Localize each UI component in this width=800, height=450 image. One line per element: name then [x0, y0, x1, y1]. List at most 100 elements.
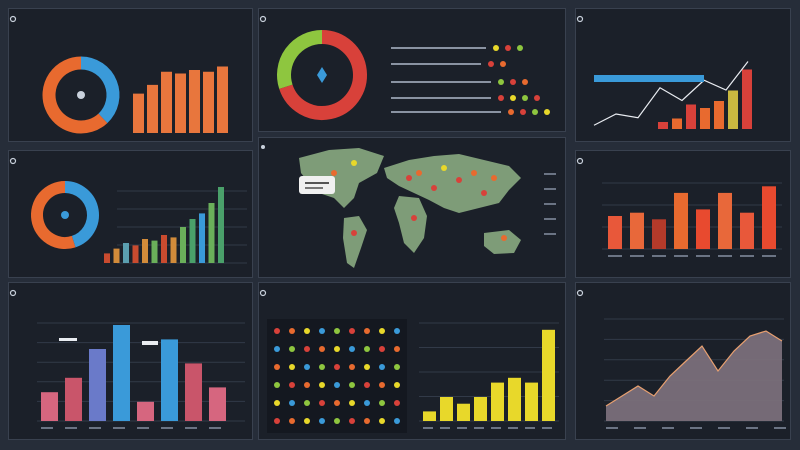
- chart-p1: [42, 56, 228, 134]
- icon-grid-item: [349, 328, 355, 334]
- tick-label: [209, 427, 221, 429]
- panel-bar-orange: [575, 150, 791, 278]
- icon-grid-item: [289, 382, 295, 388]
- gear-icon[interactable]: [576, 15, 584, 23]
- tick-label: [652, 255, 666, 257]
- tick-label: [525, 427, 535, 429]
- panel-world-map: [258, 137, 566, 278]
- icon-grid-item: [289, 328, 295, 334]
- tick-label: [762, 255, 776, 257]
- bar: [104, 253, 110, 263]
- bar: [203, 71, 214, 133]
- icon-grid-item: [319, 418, 325, 424]
- bar: [686, 104, 696, 129]
- gear-icon[interactable]: [576, 157, 584, 165]
- gear-icon[interactable]: [9, 157, 17, 165]
- icon-grid-item: [289, 346, 295, 352]
- tick-label: [718, 255, 732, 257]
- bar: [474, 397, 487, 421]
- icon-grid-item: [304, 346, 310, 352]
- gear-icon[interactable]: [9, 15, 17, 23]
- list-marker: [517, 45, 523, 51]
- tick-label: [690, 427, 702, 429]
- world-map: [299, 148, 556, 268]
- annotation: [142, 341, 158, 345]
- icon-grid-item: [394, 418, 400, 424]
- list-marker: [532, 109, 538, 115]
- icon-grid-item: [304, 328, 310, 334]
- bar: [208, 203, 215, 263]
- panel-donut-bar-1: [8, 8, 253, 142]
- tick-label: [161, 427, 173, 429]
- list-marker: [488, 61, 494, 67]
- series-line: [593, 61, 749, 126]
- icon-grid-item: [304, 382, 310, 388]
- tick-label: [508, 427, 518, 429]
- gear-icon[interactable]: [259, 15, 267, 23]
- gear-icon[interactable]: [259, 289, 267, 297]
- bar: [217, 66, 228, 133]
- pie-slice: [42, 56, 108, 134]
- tick-label: [634, 427, 646, 429]
- chart-p7: [37, 322, 245, 429]
- icon-grid-item: [394, 364, 400, 370]
- icon-grid-item: [274, 400, 280, 406]
- icon-grid-item: [364, 418, 370, 424]
- tick-label: [423, 427, 433, 429]
- icon-grid-item: [319, 346, 325, 352]
- bar: [542, 329, 555, 421]
- tick-label: [630, 255, 644, 257]
- tick-label: [65, 427, 77, 429]
- bar: [608, 216, 622, 249]
- panel-donut-list: [258, 8, 566, 132]
- icon-grid-item: [364, 346, 370, 352]
- icon-grid-item: [319, 364, 325, 370]
- tick-label: [542, 427, 552, 429]
- chart-p2: [277, 30, 550, 120]
- bar: [652, 219, 666, 249]
- area-fill: [606, 331, 782, 421]
- icon-grid-item: [274, 382, 280, 388]
- bar: [189, 219, 196, 263]
- tick-label: [608, 255, 622, 257]
- bar: [170, 237, 177, 263]
- icon-grid-item: [334, 346, 340, 352]
- bar: [113, 248, 120, 263]
- chart-p9: [604, 318, 786, 429]
- list-marker: [498, 95, 504, 101]
- list-marker: [508, 109, 514, 115]
- pie-slice: [64, 181, 99, 248]
- panel-line-bar: [575, 8, 791, 142]
- tick-label: [474, 427, 484, 429]
- bar: [742, 69, 752, 129]
- bar: [508, 377, 521, 421]
- list-bar: [391, 81, 491, 83]
- icon-grid-item: [394, 382, 400, 388]
- list-marker: [498, 79, 504, 85]
- icon-grid-item: [274, 418, 280, 424]
- bar: [132, 245, 139, 263]
- tick-label: [774, 427, 786, 429]
- icon-grid-item: [319, 382, 325, 388]
- bar: [209, 387, 226, 421]
- tick-label: [674, 255, 688, 257]
- list-marker: [510, 95, 516, 101]
- list-bar: [391, 63, 481, 65]
- gear-icon[interactable]: [576, 289, 584, 297]
- pie-slice: [277, 30, 323, 89]
- bar: [728, 90, 738, 129]
- donut-center-icon: [317, 67, 327, 83]
- bar: [457, 403, 470, 421]
- icon-grid-item: [379, 418, 385, 424]
- icon-grid-item: [379, 328, 385, 334]
- icon-grid-item: [349, 418, 355, 424]
- list-marker: [534, 95, 540, 101]
- bar: [672, 118, 682, 129]
- list-bar: [391, 97, 491, 99]
- icon-grid-item: [364, 364, 370, 370]
- bar: [525, 382, 538, 421]
- bar: [218, 187, 224, 263]
- gear-icon[interactable]: [9, 289, 17, 297]
- pin-icon[interactable]: [259, 144, 267, 152]
- list-marker: [505, 45, 511, 51]
